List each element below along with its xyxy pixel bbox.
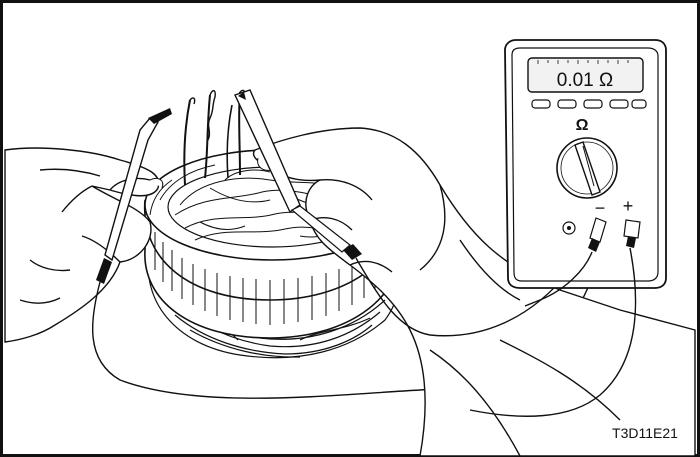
multimeter-icon: 0.01 Ω Ω − +	[469, 39, 667, 417]
right-hand-icon	[252, 127, 696, 457]
meter-reading: 0.01 Ω	[557, 70, 613, 91]
figure-code: T3D11E21	[612, 425, 678, 441]
minus-label: −	[595, 198, 606, 218]
test-probe-icon-right	[234, 89, 593, 337]
ohm-symbol: Ω	[576, 117, 589, 134]
meter-buttons	[531, 99, 647, 109]
meter-display	[527, 57, 644, 93]
plus-label: +	[623, 196, 634, 216]
